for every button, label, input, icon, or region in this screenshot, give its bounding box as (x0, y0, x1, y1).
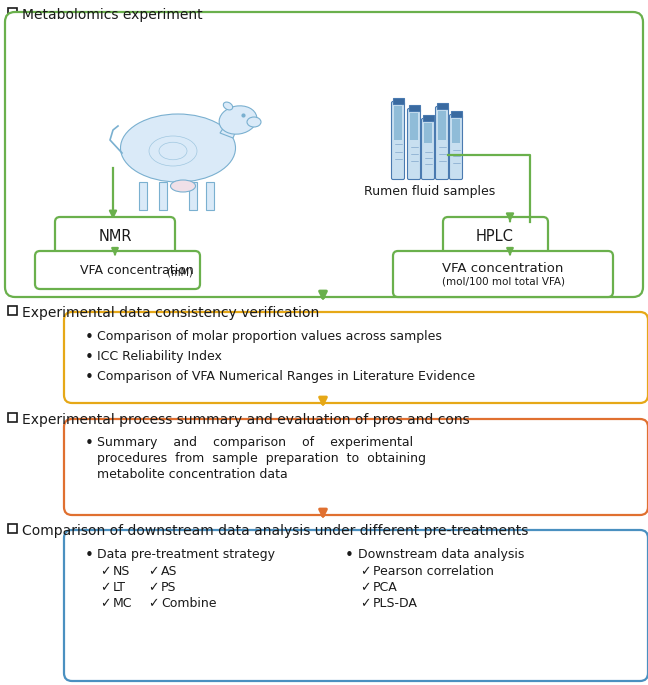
Text: Rumen fluid samples: Rumen fluid samples (364, 185, 496, 198)
Text: procedures  from  sample  preparation  to  obtaining: procedures from sample preparation to ob… (97, 452, 426, 465)
Text: •: • (85, 350, 94, 365)
Text: ✓: ✓ (148, 581, 159, 594)
Text: •: • (85, 436, 94, 451)
Text: NMR: NMR (98, 229, 132, 243)
Text: ✓: ✓ (100, 581, 111, 594)
Text: VFA concentration: VFA concentration (443, 262, 564, 275)
Bar (8, 413, 17, 422)
Text: LT: LT (113, 581, 126, 594)
Text: ✓: ✓ (360, 581, 371, 594)
Text: ✓: ✓ (148, 565, 159, 578)
FancyBboxPatch shape (408, 108, 421, 179)
Bar (438, 111, 446, 140)
FancyBboxPatch shape (393, 251, 613, 297)
Text: PCA: PCA (373, 581, 398, 594)
Ellipse shape (247, 117, 261, 127)
Text: (mM): (mM) (164, 267, 192, 277)
Text: ✓: ✓ (360, 597, 371, 610)
Bar (393, 98, 404, 104)
Text: •: • (85, 330, 94, 345)
Text: Experimental data consistency verification: Experimental data consistency verificati… (22, 306, 319, 320)
Bar (139, 182, 147, 210)
FancyBboxPatch shape (435, 106, 448, 179)
Text: MC: MC (113, 597, 132, 610)
Text: PS: PS (161, 581, 176, 594)
Bar (8, 524, 17, 533)
FancyBboxPatch shape (443, 217, 548, 255)
Bar (410, 113, 418, 140)
Bar (437, 103, 448, 109)
Bar (422, 115, 434, 121)
Bar (424, 123, 432, 143)
Polygon shape (220, 118, 238, 138)
Text: ✓: ✓ (100, 597, 111, 610)
Bar (408, 105, 419, 111)
FancyBboxPatch shape (5, 12, 643, 297)
Text: Summary    and    comparison    of    experimental: Summary and comparison of experimental (97, 436, 413, 449)
FancyBboxPatch shape (55, 217, 175, 255)
Bar (450, 111, 461, 117)
FancyBboxPatch shape (391, 101, 404, 179)
Text: ✓: ✓ (100, 565, 111, 578)
Text: ✓: ✓ (360, 565, 371, 578)
Ellipse shape (170, 180, 196, 192)
Bar (8, 306, 17, 315)
Text: VFA concentration: VFA concentration (80, 264, 194, 277)
Text: NS: NS (113, 565, 130, 578)
Ellipse shape (224, 102, 233, 110)
Bar (394, 106, 402, 140)
FancyBboxPatch shape (35, 251, 200, 289)
Text: Experimental process summary and evaluation of pros and cons: Experimental process summary and evaluat… (22, 413, 470, 427)
Text: Pearson correlation: Pearson correlation (373, 565, 494, 578)
Text: HPLC: HPLC (476, 229, 514, 243)
FancyBboxPatch shape (64, 419, 648, 515)
Text: (mol/100 mol total VFA): (mol/100 mol total VFA) (441, 276, 564, 286)
Text: Comparison of molar proportion values across samples: Comparison of molar proportion values ac… (97, 330, 442, 343)
Bar (189, 182, 197, 210)
Text: •: • (85, 370, 94, 385)
Ellipse shape (121, 114, 235, 182)
Bar (452, 119, 460, 142)
Text: ✓: ✓ (148, 597, 159, 610)
FancyBboxPatch shape (421, 119, 435, 179)
Text: Data pre-treatment strategy: Data pre-treatment strategy (97, 548, 275, 561)
FancyBboxPatch shape (450, 114, 463, 179)
Ellipse shape (219, 105, 257, 134)
Text: Comparison of VFA Numerical Ranges in Literature Evidence: Comparison of VFA Numerical Ranges in Li… (97, 370, 475, 383)
Text: AS: AS (161, 565, 178, 578)
Bar (206, 182, 214, 210)
Bar (159, 182, 167, 210)
Text: •: • (85, 548, 94, 563)
Text: PLS-DA: PLS-DA (373, 597, 418, 610)
Text: Metabolomics experiment: Metabolomics experiment (22, 8, 203, 22)
Text: Combine: Combine (161, 597, 216, 610)
Text: metabolite concentration data: metabolite concentration data (97, 468, 288, 481)
Text: Comparison of downstream data analysis under different pre-treatments: Comparison of downstream data analysis u… (22, 524, 528, 538)
Text: •: • (345, 548, 354, 563)
Bar (8, 8, 17, 17)
FancyBboxPatch shape (64, 530, 648, 681)
Text: Downstream data analysis: Downstream data analysis (358, 548, 524, 561)
Text: ICC Reliability Index: ICC Reliability Index (97, 350, 222, 363)
FancyBboxPatch shape (64, 312, 648, 403)
